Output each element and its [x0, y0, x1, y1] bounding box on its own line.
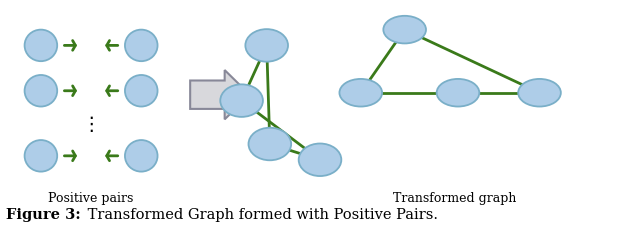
Ellipse shape: [339, 79, 382, 107]
Text: Figure 3:: Figure 3:: [6, 207, 81, 221]
Polygon shape: [190, 71, 250, 120]
Text: Transformed Graph formed with Positive Pairs.: Transformed Graph formed with Positive P…: [83, 207, 438, 221]
Ellipse shape: [125, 30, 157, 62]
Ellipse shape: [220, 85, 263, 117]
Ellipse shape: [24, 30, 57, 62]
Ellipse shape: [125, 76, 157, 107]
Ellipse shape: [24, 76, 57, 107]
Text: Positive pairs: Positive pairs: [49, 191, 134, 204]
Ellipse shape: [383, 17, 426, 44]
Text: ⋮: ⋮: [81, 114, 101, 133]
Ellipse shape: [248, 128, 291, 161]
Ellipse shape: [245, 30, 288, 62]
Text: Transformed graph: Transformed graph: [393, 191, 516, 204]
Ellipse shape: [436, 79, 479, 107]
Ellipse shape: [24, 140, 57, 172]
Ellipse shape: [125, 140, 157, 172]
Ellipse shape: [518, 79, 561, 107]
Ellipse shape: [299, 144, 341, 176]
